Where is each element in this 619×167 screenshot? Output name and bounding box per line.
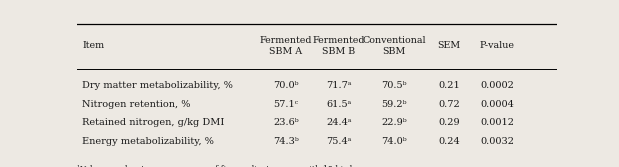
Text: 0.0002: 0.0002 bbox=[480, 81, 514, 90]
Text: 74.0ᵇ: 74.0ᵇ bbox=[381, 137, 407, 146]
Text: 74.3ᵇ: 74.3ᵇ bbox=[273, 137, 299, 146]
Text: 61.5ᵃ: 61.5ᵃ bbox=[326, 100, 352, 109]
Text: 0.24: 0.24 bbox=[438, 137, 460, 146]
Text: 57.1ᶜ: 57.1ᶜ bbox=[274, 100, 298, 109]
Text: SEM: SEM bbox=[438, 41, 461, 50]
Text: Fermented
SBM A: Fermented SBM A bbox=[260, 36, 313, 56]
Text: 0.0032: 0.0032 bbox=[480, 137, 514, 146]
Text: Retained nitrogen, g/kg DMI: Retained nitrogen, g/kg DMI bbox=[82, 118, 225, 127]
Text: 0.72: 0.72 bbox=[438, 100, 460, 109]
Text: 75.4ᵃ: 75.4ᵃ bbox=[326, 137, 352, 146]
Text: 0.0004: 0.0004 bbox=[480, 100, 514, 109]
Text: 59.2ᵇ: 59.2ᵇ bbox=[381, 100, 407, 109]
Text: 24.4ᵃ: 24.4ᵃ bbox=[326, 118, 352, 127]
Text: 22.9ᵇ: 22.9ᵇ bbox=[381, 118, 407, 127]
Text: 0.21: 0.21 bbox=[438, 81, 460, 90]
Text: Conventional
SBM: Conventional SBM bbox=[362, 36, 426, 56]
Text: Nitrogen retention, %: Nitrogen retention, % bbox=[82, 100, 191, 109]
Text: 23.6ᵇ: 23.6ᵇ bbox=[273, 118, 299, 127]
Text: ¹Values are least squares means of five replicate cages with 15 birds per cage.: ¹Values are least squares means of five … bbox=[77, 165, 397, 167]
Text: Fermented
SBM B: Fermented SBM B bbox=[313, 36, 365, 56]
Text: Item: Item bbox=[82, 41, 104, 50]
Text: Energy metabolizability, %: Energy metabolizability, % bbox=[82, 137, 214, 146]
Text: 70.0ᵇ: 70.0ᵇ bbox=[274, 81, 299, 90]
Text: Dry matter metabolizability, %: Dry matter metabolizability, % bbox=[82, 81, 233, 90]
Text: P-value: P-value bbox=[480, 41, 514, 50]
Text: 0.29: 0.29 bbox=[438, 118, 460, 127]
Text: 0.0012: 0.0012 bbox=[480, 118, 514, 127]
Text: 71.7ᵃ: 71.7ᵃ bbox=[326, 81, 352, 90]
Text: 70.5ᵇ: 70.5ᵇ bbox=[381, 81, 407, 90]
